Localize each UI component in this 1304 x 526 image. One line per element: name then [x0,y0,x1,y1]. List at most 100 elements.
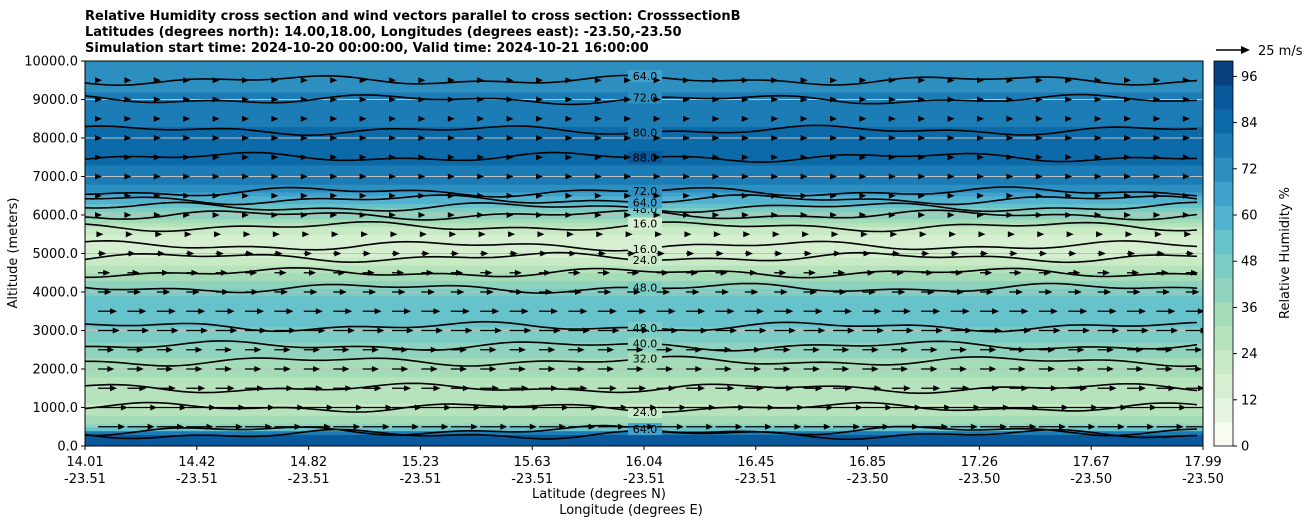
wind-arrow [655,231,663,238]
wind-arrow-head [334,250,342,257]
wind-arrow [272,231,280,238]
wind-arrow-head [506,115,514,122]
wind-arrow [888,115,896,122]
wind-arrow [478,231,486,238]
wind-arrow [359,173,367,180]
wind-arrow [862,327,885,334]
wind-arrow [1097,289,1112,295]
wind-arrow [212,77,220,84]
wind-arrow [683,96,690,103]
x-tick-label-lat: 17.67 [1073,455,1110,470]
wind-arrow-head [1065,212,1073,218]
wind-arrow [245,269,258,276]
wind-arrow-head [800,96,808,103]
wind-arrow-head [1096,231,1104,238]
wind-arrow [418,115,426,122]
wind-arrow [803,346,820,353]
wind-arrow-head [624,154,632,161]
wind-arrow-head [444,404,452,411]
wind-arrow-head [551,308,559,315]
wind-arrow [506,173,514,180]
wind-arrow [1124,115,1131,122]
wind-arrow-head [1098,250,1106,257]
wind-arrow-head [150,404,158,411]
wind-arrow-head [1153,154,1161,161]
wind-arrow [1097,366,1114,372]
wind-arrow-head [428,289,435,295]
wind-arrow [331,231,339,238]
wind-arrow-head [594,212,602,218]
wind-arrow-head [830,192,837,199]
wind-arrow-head [242,135,249,141]
colorbar-tick-label: 12 [1241,393,1258,408]
wind-arrow [242,77,249,84]
wind-arrow-head [838,269,846,276]
wind-arrow-head [1206,424,1213,430]
wind-arrow [215,366,232,372]
wind-arrow [1038,423,1066,430]
wind-arrow [921,385,941,392]
wind-arrow-head [506,192,514,199]
wind-arrow [125,231,133,238]
wind-arrow [597,385,617,392]
wind-arrow [627,385,647,392]
wind-arrow-head [1006,212,1014,218]
wind-arrow-head [965,327,973,334]
wind-arrow [594,173,602,180]
wind-arrow-head [95,173,102,180]
wind-arrow [918,192,926,199]
wind-arrow-head [359,77,367,84]
wind-arrow-head [412,423,420,430]
rh-band [85,395,1203,401]
wind-arrow-head [947,96,955,103]
wind-arrow-head [356,404,364,411]
wind-arrow [888,154,896,161]
rh-band [85,349,1203,355]
wind-arrow [421,366,438,372]
wind-arrow [568,404,599,411]
wind-arrow-head [708,404,716,411]
wind-arrow [303,289,318,295]
wind-arrow [594,96,602,103]
wind-arrow [127,327,150,334]
wind-arrow-head [339,289,347,295]
wind-arrow [303,250,312,257]
wind-arrow [539,327,561,334]
wind-arrow [477,115,485,122]
wind-arrow-head [1029,423,1037,430]
wind-arrow [1182,173,1190,180]
wind-arrow-head [477,192,485,199]
wind-arrow-head [250,269,258,276]
wind-arrow-head [257,308,265,315]
wind-arrow [1153,154,1161,161]
wind-arrow [392,269,405,276]
wind-arrow [98,250,107,257]
wind-arrow-head [286,308,294,315]
contour-label: 32.0 [633,352,658,365]
wind-arrow-head [243,231,251,238]
wind-arrow [421,404,452,411]
wind-arrow-head [970,423,978,430]
wind-arrow [389,154,396,161]
wind-arrow-head [1010,250,1018,257]
wind-arrow [1007,231,1015,238]
wind-arrow-head [712,115,720,122]
wind-arrow [741,135,749,141]
wind-arrow-head [783,366,791,372]
wind-arrow [744,346,762,353]
wind-arrow-head [183,135,191,141]
wind-arrow [683,115,690,122]
wind-arrow [1127,327,1149,334]
wind-arrow [124,192,132,199]
x-tick-label-lat: 14.42 [178,455,215,470]
wind-arrow-head [477,154,485,161]
wind-arrow [859,77,867,84]
wind-arrow [480,366,497,372]
wind-arrow [1038,346,1056,353]
wind-arrow-head [1065,135,1073,141]
wind-arrow-head [1035,173,1043,180]
wind-arrow [1068,404,1099,411]
wind-arrow-head [318,327,326,334]
wind-arrow-head [834,250,842,257]
rh-band [85,176,1203,181]
